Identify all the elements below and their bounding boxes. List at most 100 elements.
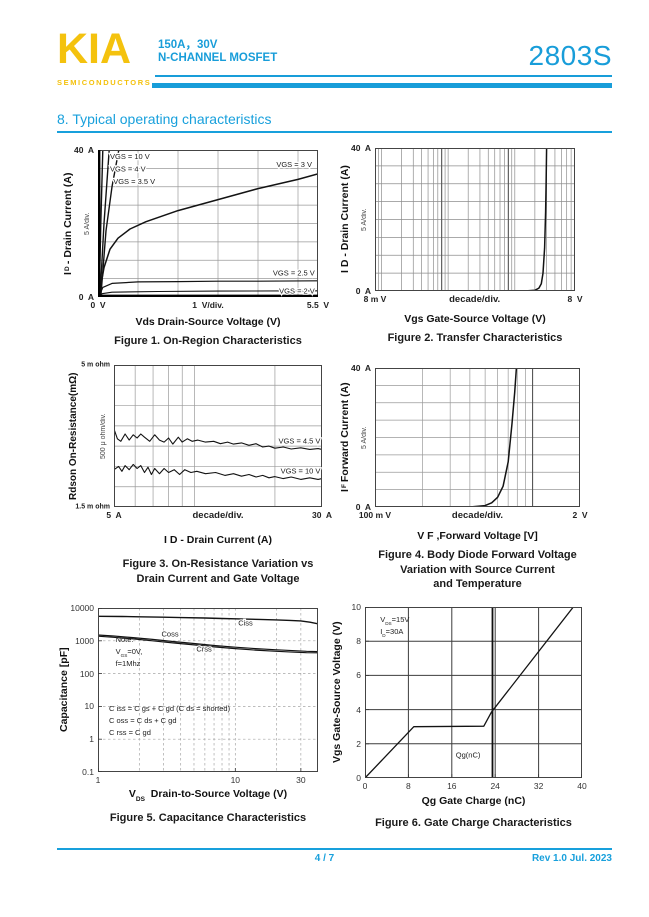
y-tick-label: 0 A <box>78 292 94 302</box>
fig2-chart <box>375 148 575 291</box>
curve-label: Coss <box>161 630 178 639</box>
fig6-y-axis-title: Vgs Gate-Source Voltage (V) <box>331 621 343 764</box>
fig5-y-ticks: 10000 1000 100 10 1 0.1 <box>60 603 94 777</box>
fig4-x-ticks: 100 m V decade/div. 2 V <box>359 510 588 523</box>
header-rule-thick <box>152 83 612 88</box>
curve-label: VGS = 2 V <box>279 286 315 295</box>
section-title: 8. Typical operating characteristics <box>57 111 272 127</box>
x-tick-label: 24 <box>490 781 500 791</box>
x-tick-label: 1 <box>95 775 101 785</box>
fig2-x-axis-title: Vgs Gate-Source Voltage (V) <box>404 313 546 325</box>
series-coss <box>98 634 318 653</box>
y-tick-label: 0.1 <box>82 767 94 777</box>
fig4-x-axis-title: V F ,Forward Voltage [V] <box>417 530 538 542</box>
page-number: 4 / 7 <box>314 853 335 864</box>
x-tick-label: 5.5 V <box>306 300 330 310</box>
fig3-chart: VGS = 4.5 V VGS = 10 V <box>114 365 322 507</box>
fig4-y-ticks: 40 A 0 A <box>333 363 371 512</box>
curve-label: VGS = 4.5 V <box>279 437 321 446</box>
annotation: VDS=15V ID=30A <box>380 614 410 639</box>
figure-5-capacitance-characteristics: Capacitance [pF] 10000 1000 100 10 1 0.1 Ciss… <box>58 603 318 826</box>
x-tick-label: 40 <box>577 781 587 791</box>
series-vgs-4-5-v <box>114 428 322 450</box>
fig5-plot-area: Capacitance [pF] 10000 1000 100 10 1 0.1 Ciss… <box>58 603 318 785</box>
annotation: Note: VGS=0V, f=1Mhz <box>115 635 143 669</box>
x-tick-label: decade/div. <box>192 510 244 521</box>
y-tick-label: 5 m ohm <box>81 361 110 369</box>
y-tick-label: 1 <box>89 734 94 745</box>
x-tick-label: decade/div. <box>451 510 503 521</box>
y-tick-label: 8 <box>356 636 361 647</box>
section-underline <box>57 131 612 133</box>
fig1-y-ticks: 40 A 0 A <box>56 145 94 302</box>
y-tick-label: 40 A <box>350 363 371 373</box>
kia-logo-subtitle: SEMICONDUCTORS <box>57 78 152 87</box>
plot-frame <box>365 607 582 778</box>
fig6-chart: Qg(nC) <box>365 607 582 778</box>
y-tick-label: 1.5 m ohm <box>75 503 110 511</box>
fig5-caption: Figure 5. Capacitance Characteristics <box>109 812 307 824</box>
x-tick-label: 8 <box>406 781 411 791</box>
plot-frame <box>375 368 580 507</box>
series-vgs-3-v <box>98 173 318 297</box>
y-tick-label: 6 <box>356 670 361 681</box>
revision-label: Rev 1.0 Jul. 2023 <box>531 853 612 864</box>
kia-logo: KIA <box>57 25 132 73</box>
fig6-y-ticks: 0 2 4 6 8 10 <box>343 602 361 783</box>
x-tick-label: 100 m V <box>358 510 392 520</box>
x-tick-label: 30 A <box>311 510 333 520</box>
fig3-plot-area: Rdson On-Resistance(mΩ) 500 μ ohm/div. 5… <box>68 362 332 522</box>
figure-3-on-resistance-variation: Rdson On-Resistance(mΩ) 500 μ ohm/div. 5… <box>68 362 332 586</box>
curve-label: Ciss <box>238 619 253 628</box>
series-vgs-3-5-v <box>100 150 120 297</box>
device-rating: 150A，30V <box>158 39 218 51</box>
x-tick-label: decade/div. <box>449 294 501 305</box>
curve-label: VGS = 3 V <box>276 160 312 169</box>
fig2-caption: Figure 2. Transfer Characteristics <box>387 332 563 344</box>
fig6-x-axis-title: Qg Gate Charge (nC) <box>421 795 526 807</box>
fig3-caption: Figure 3. On-Resistance Variation vs Drai… <box>122 558 314 585</box>
fig1-chart: VGS = 10 V VGS = 4 V VGS = 3.5 V VGS = 3 V V… <box>98 150 318 297</box>
x-tick-label: 8 V <box>567 294 583 304</box>
curve-label: VGS = 2.5 V <box>273 269 315 278</box>
x-tick-label: 10 <box>230 775 241 785</box>
fig5-chart: Ciss Coss Crss <box>98 608 318 772</box>
y-tick-label: 4 <box>356 704 361 715</box>
y-tick-label: 1000 <box>75 635 94 646</box>
fig3-y-ticks: 5 m ohm 1.5 m ohm <box>72 361 110 511</box>
fig1-x-axis-title: Vds Drain-Source Voltage (V) <box>135 316 281 328</box>
y-tick-label: 2 <box>356 738 361 749</box>
footer-rule <box>57 848 612 850</box>
x-tick-label: 1 V/div. <box>192 300 224 310</box>
fig5-x-ticks: 1 10 30 <box>95 775 318 788</box>
device-type: N-CHANNEL MOSFET <box>158 52 278 64</box>
curve-label: VGS = 3.5 V <box>113 177 155 186</box>
curve-label: VGS = 10 V <box>110 152 150 161</box>
fig2-y-ticks: 40 A 0 A <box>333 143 371 296</box>
fig5-x-axis-title: VDS Drain-to-Source Voltage (V) <box>128 788 288 804</box>
x-tick-label: 16 <box>447 781 457 791</box>
x-tick-label: 0 <box>362 781 368 791</box>
series-crss <box>98 635 318 654</box>
header-rule-thin <box>155 75 612 77</box>
y-tick-label: 10000 <box>70 603 94 613</box>
x-tick-label: 5 A <box>106 510 122 520</box>
fig6-caption: Figure 6. Gate Charge Characteristics <box>375 817 572 829</box>
series-transfer <box>524 148 548 291</box>
x-tick-label: 32 <box>533 781 544 791</box>
x-tick-label: 2 V <box>572 510 588 520</box>
fig6-x-ticks: 0 8 16 24 32 40 <box>362 781 587 794</box>
fig1-x-ticks: 0 V 1 V/div. 5.5 V <box>90 300 329 313</box>
fig2-x-ticks: 8 m V decade/div. 8 V <box>364 294 583 307</box>
fig1-caption: Figure 1. On-Region Characteristics <box>114 335 302 347</box>
part-number: 2803S <box>528 40 612 71</box>
y-tick-label: 10 <box>84 701 94 712</box>
figure-6-gate-charge-characteristics: Vgs Gate-Source Voltage (V) 0 2 4 6 8 10 Qg(n… <box>331 602 587 831</box>
plot-frame <box>114 365 322 507</box>
